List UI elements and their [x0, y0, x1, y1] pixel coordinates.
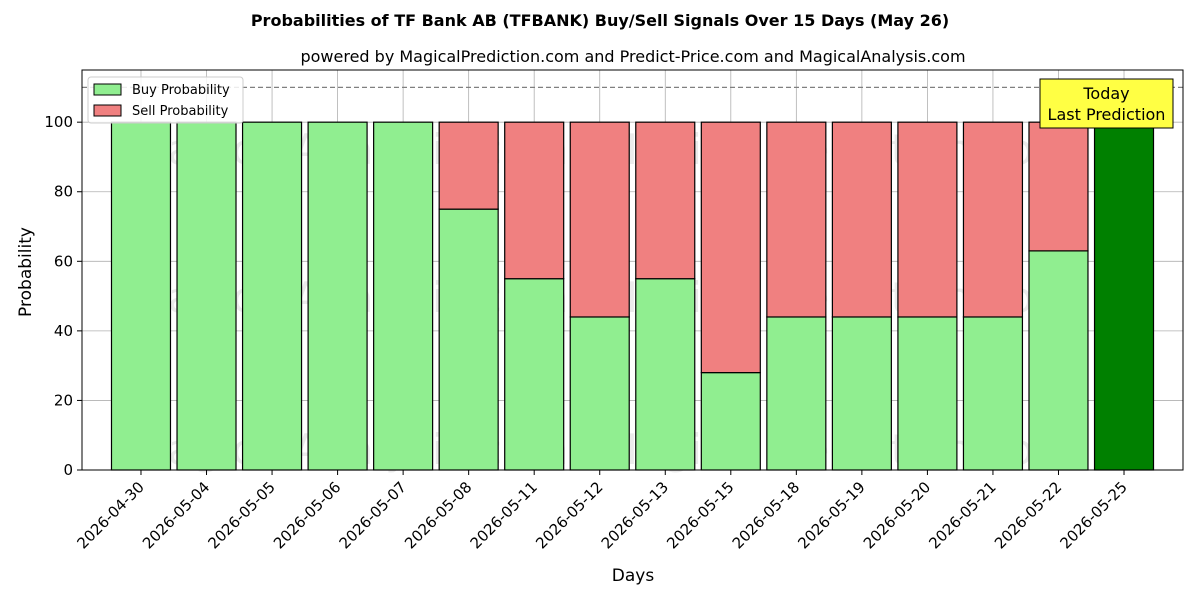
x-axis-label: Days: [612, 566, 655, 586]
sell-bar: [438, 121, 499, 210]
buy-bar: [1028, 250, 1089, 471]
sell-bar: [766, 121, 827, 318]
x-tick-label: 2026-05-18: [729, 478, 803, 552]
legend-swatch: [93, 104, 122, 117]
buy-bar: [831, 316, 892, 471]
y-tick-label: 0: [63, 461, 73, 479]
x-tick-label: 2026-05-13: [598, 478, 672, 552]
buy-bar: [635, 278, 696, 471]
buy-bar: [897, 316, 958, 471]
annotation-text: Today: [1082, 84, 1129, 103]
x-tick-label: 2026-05-12: [532, 478, 606, 552]
y-tick-label: 100: [44, 113, 73, 131]
x-tick-label: 2026-05-04: [139, 478, 213, 552]
y-tick-label: 80: [54, 183, 73, 201]
legend-label: Buy Probability: [132, 83, 230, 98]
annotation-box: [1039, 78, 1174, 129]
sell-bar: [635, 121, 696, 280]
buy-bar: [373, 121, 434, 471]
x-tick-label: 2026-04-30: [73, 478, 147, 552]
buy-bar: [438, 208, 499, 471]
buy-bar: [176, 121, 237, 471]
x-tick-label: 2026-05-07: [336, 478, 410, 552]
plot-area: MagicalAnalysis.comMagicalPrediction.com…: [44, 69, 1184, 552]
sell-bar: [831, 121, 892, 318]
annotation-text: Last Prediction: [1048, 105, 1166, 124]
legend-label: Sell Probability: [132, 104, 229, 119]
x-tick-label: 2026-05-22: [991, 478, 1065, 552]
y-tick-label: 40: [54, 322, 73, 340]
legend-box: [87, 76, 244, 124]
x-tick-label: 2026-05-06: [270, 478, 344, 552]
buy-bar: [700, 372, 761, 471]
buy-bar: [504, 278, 565, 471]
chart-title: Probabilities of TF Bank AB (TFBANK) Buy…: [251, 11, 949, 30]
sell-bar: [962, 121, 1024, 318]
buy-bar: [110, 121, 172, 471]
sell-bar: [700, 121, 761, 374]
sell-bar: [569, 121, 630, 318]
legend-swatch: [93, 83, 122, 96]
x-tick-label: 2026-05-11: [467, 478, 541, 552]
sell-bar: [1028, 121, 1089, 252]
chart-subtitle: powered by MagicalPrediction.com and Pre…: [300, 47, 965, 66]
y-tick-label: 20: [54, 391, 73, 409]
x-tick-label: 2026-05-21: [925, 478, 999, 552]
buy-bar: [1093, 121, 1155, 471]
x-tick-label: 2026-05-05: [205, 478, 279, 552]
sell-bar: [504, 121, 565, 280]
x-tick-label: 2026-05-19: [794, 478, 868, 552]
buy-bar: [766, 316, 827, 471]
buy-bar: [569, 316, 630, 471]
x-tick-label: 2026-05-15: [663, 478, 737, 552]
y-tick-label: 60: [54, 252, 73, 270]
y-axis-label: Probability: [16, 227, 36, 317]
x-tick-label: 2026-05-25: [1056, 478, 1130, 552]
x-tick-label: 2026-05-20: [860, 478, 934, 552]
axes-frame: [81, 69, 1184, 471]
buy-bar: [241, 121, 303, 471]
sell-bar: [897, 121, 958, 318]
buy-bar: [307, 121, 368, 471]
buy-bar: [962, 316, 1024, 471]
x-tick-label: 2026-05-08: [401, 478, 475, 552]
